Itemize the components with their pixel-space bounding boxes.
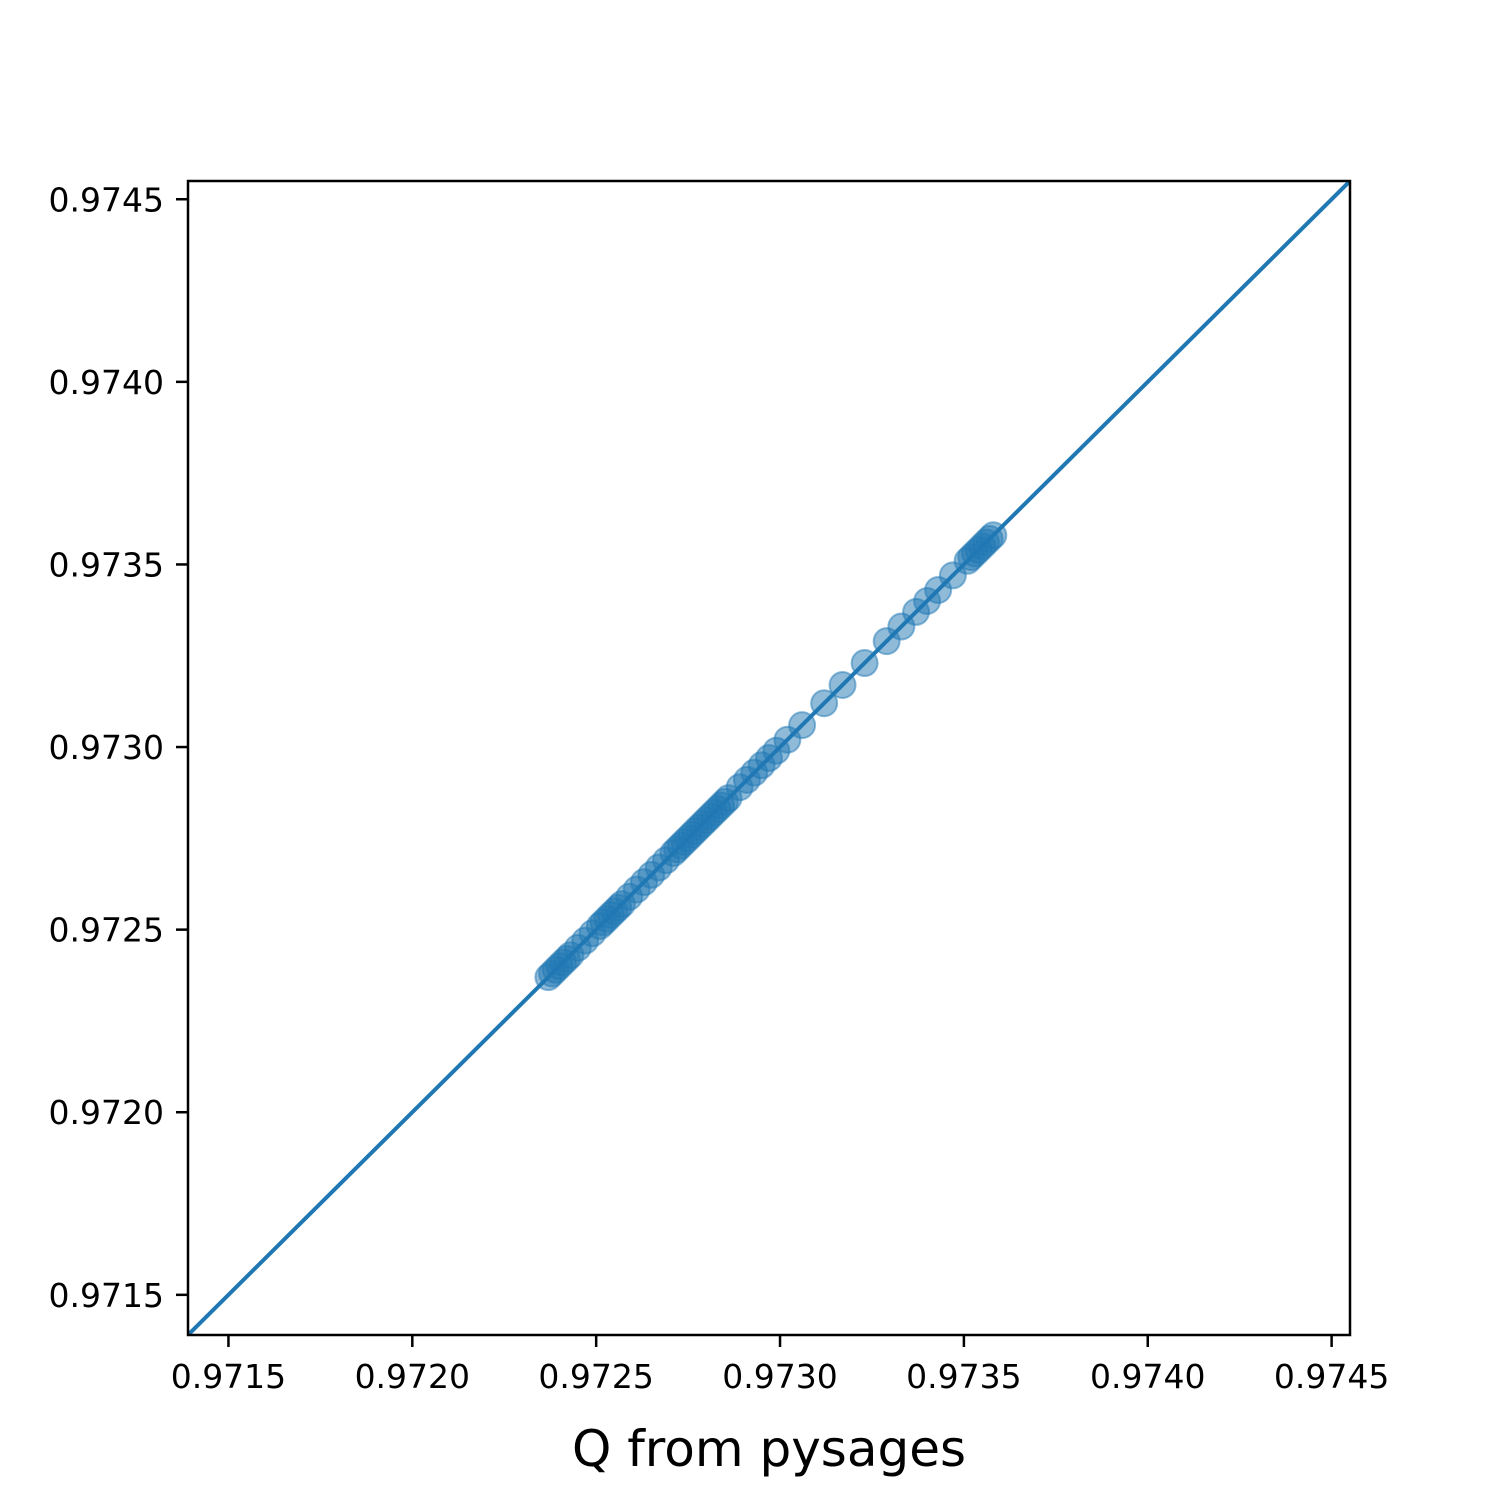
x-tick-label: 0.9735 <box>906 1357 1021 1396</box>
x-axis: 0.9715 0.9720 0.9725 0.9730 0.9735 0.9740 0.97… <box>171 1335 1389 1396</box>
y-tick-label: 0.9735 <box>49 545 164 584</box>
data-points-layer <box>534 521 1008 992</box>
y-tick-label: 0.9715 <box>49 1276 164 1315</box>
plot-area <box>186 179 1352 1337</box>
data-point <box>788 711 817 740</box>
y-tick-label: 0.9745 <box>49 180 164 219</box>
x-axis-title: Q from pysages <box>572 1420 966 1478</box>
data-point <box>810 689 839 718</box>
x-tick-label: 0.9745 <box>1274 1357 1389 1396</box>
plot-frame <box>186 179 1352 1337</box>
data-point <box>979 521 1008 550</box>
y-tick-label: 0.9720 <box>49 1093 164 1132</box>
y-axis: 0.9715 0.9720 0.9725 0.9730 0.9735 0.9740 0.97… <box>49 180 188 1315</box>
y-tick-label: 0.9725 <box>49 911 164 950</box>
x-tick-label: 0.9725 <box>538 1357 653 1396</box>
data-point <box>850 649 879 678</box>
x-tick-label: 0.9715 <box>171 1357 286 1396</box>
data-point <box>828 670 857 699</box>
x-tick-label: 0.9740 <box>1090 1357 1205 1396</box>
y-tick-label: 0.9740 <box>49 363 164 402</box>
x-tick-label: 0.9720 <box>355 1357 470 1396</box>
y-tick-label: 0.9730 <box>49 728 164 767</box>
x-tick-label: 0.9730 <box>722 1357 837 1396</box>
